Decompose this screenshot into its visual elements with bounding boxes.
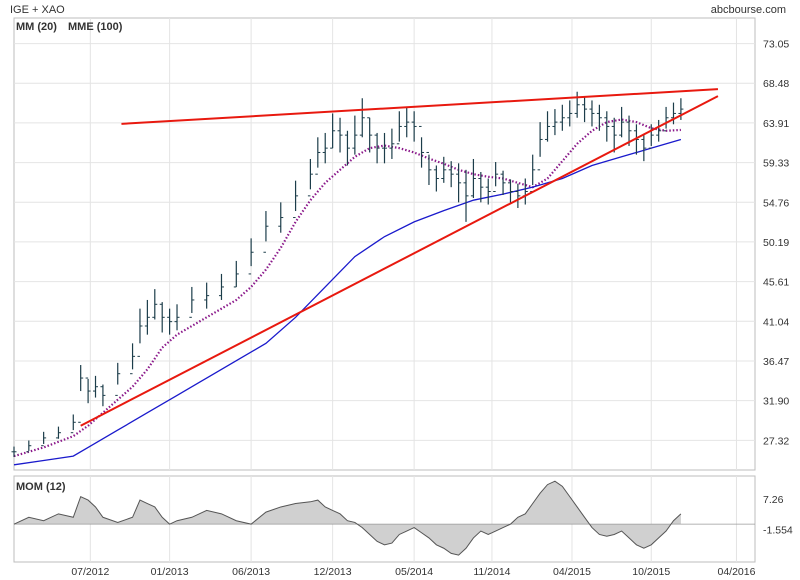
mm20-line	[13, 118, 681, 458]
legend-mme100: MME (100)	[68, 21, 123, 33]
price-bars	[11, 91, 684, 457]
trendline	[80, 95, 719, 427]
y-tick-label: 63.91	[763, 118, 789, 130]
x-axis-ticks: 07/2012 01/2013 06/2013 12/2013 05/2014 11/20…	[71, 566, 755, 578]
trendline	[121, 88, 719, 125]
y-tick-label: 50.19	[763, 237, 789, 249]
mme100-line	[13, 138, 682, 466]
moving-averages	[13, 118, 682, 466]
y-tick-label: 31.90	[763, 396, 789, 408]
y-tick-label: 45.61	[763, 277, 789, 289]
source-label: abcbourse.com	[711, 4, 786, 16]
x-tick-label: 04/2016	[717, 566, 755, 578]
x-tick-label: 04/2015	[553, 566, 591, 578]
y-tick-label: 36.47	[763, 356, 789, 368]
y-tick-label: 68.48	[763, 78, 789, 90]
x-tick-label: 10/2015	[632, 566, 670, 578]
momentum-ticks: 7.26 -1.554	[763, 494, 793, 536]
y-tick-label: 54.76	[763, 197, 789, 209]
chart-title: IGE + XAO	[10, 4, 65, 16]
x-tick-label: 06/2013	[232, 566, 270, 578]
x-tick-label: 12/2013	[314, 566, 352, 578]
legend-mm20: MM (20)	[16, 21, 57, 33]
momentum-series	[13, 480, 755, 556]
momentum-line	[13, 480, 682, 556]
momentum-tick-label: -1.554	[763, 525, 793, 537]
y-tick-label: 73.05	[763, 39, 789, 51]
x-tick-label: 07/2012	[71, 566, 109, 578]
y-axis-ticks: 27.32 31.90 36.47 41.04 45.61 50.19 54.76 59.33…	[763, 39, 789, 448]
x-tick-label: 05/2014	[395, 566, 433, 578]
trendlines	[80, 88, 719, 427]
y-tick-label: 27.32	[763, 435, 789, 447]
momentum-title: MOM (12)	[16, 481, 66, 493]
y-tick-label: 59.33	[763, 158, 789, 170]
x-tick-label: 01/2013	[151, 566, 189, 578]
x-tick-label: 11/2014	[473, 566, 510, 578]
momentum-tick-label: 7.26	[763, 494, 784, 506]
momentum-area	[14, 481, 681, 556]
momentum-panel	[13, 475, 756, 563]
y-tick-label: 41.04	[763, 316, 789, 328]
